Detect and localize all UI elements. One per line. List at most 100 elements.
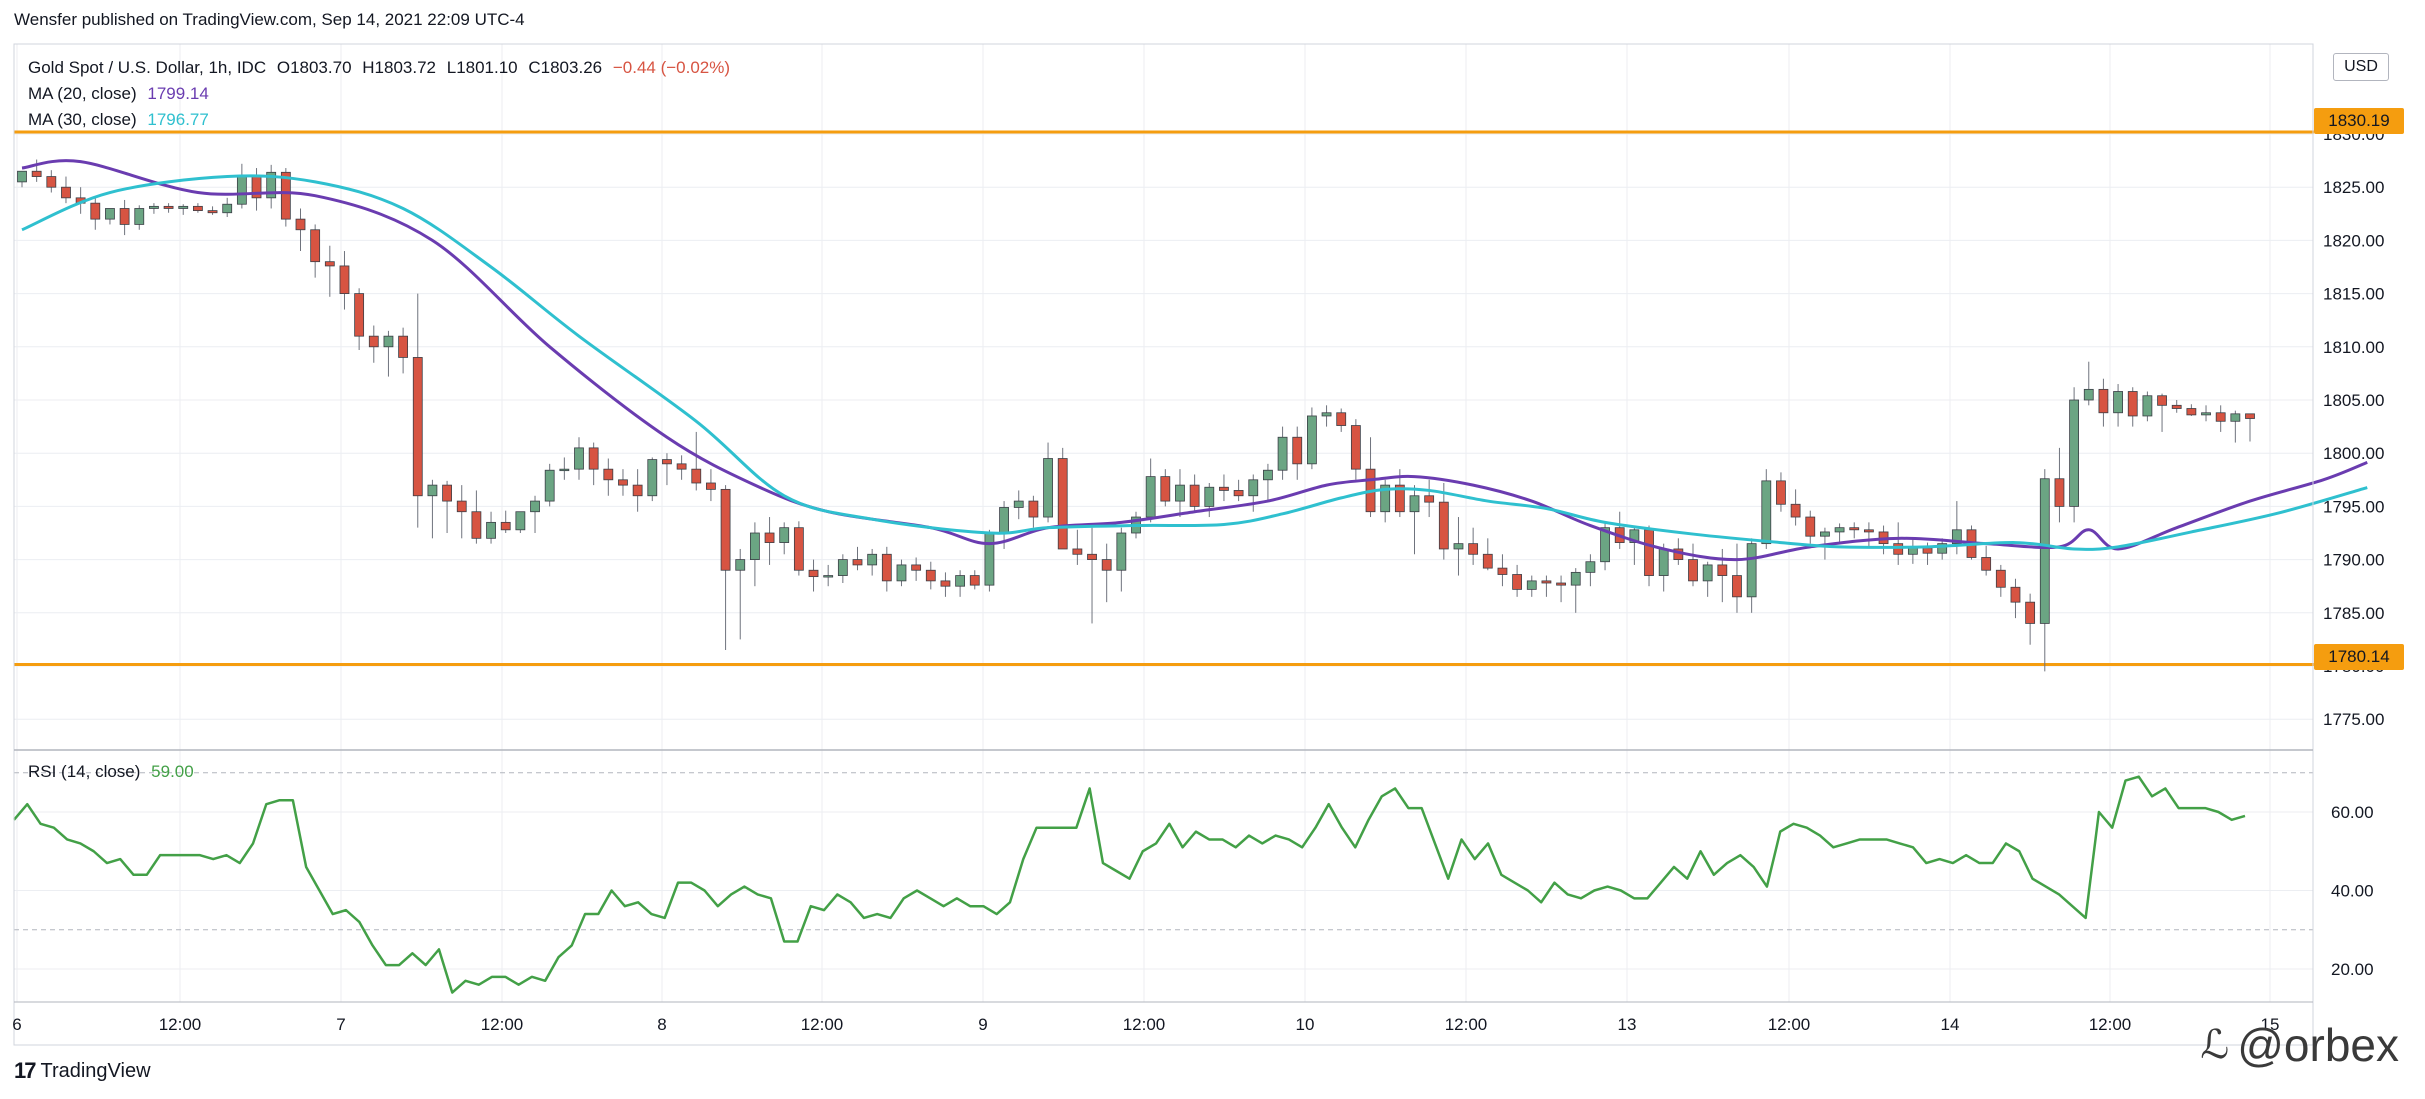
candle-body xyxy=(2083,388,2094,401)
candle-body xyxy=(559,468,570,472)
candle xyxy=(1790,489,1801,526)
candle-body xyxy=(1057,458,1068,550)
ma30-label: MA (30, close) xyxy=(28,110,137,129)
time-tick-label: 12:00 xyxy=(1445,1015,1488,1034)
candle-body xyxy=(1526,580,1537,590)
candle-body xyxy=(442,484,452,502)
time-tick-label: 12:00 xyxy=(481,1015,524,1034)
legend-symbol: Gold Spot / U.S. Dollar, 1h, IDC xyxy=(28,58,267,77)
tradingview-logo[interactable]: 17 TradingView xyxy=(14,1058,151,1084)
candle-body xyxy=(310,229,321,263)
candle-body xyxy=(1277,436,1288,471)
candle xyxy=(1761,469,1772,549)
candle-body xyxy=(1028,500,1039,518)
rsi-value: 59.00 xyxy=(151,762,194,781)
candle-body xyxy=(1732,575,1742,598)
candle-body xyxy=(163,205,174,209)
candle-body xyxy=(1805,516,1816,537)
candle xyxy=(251,168,262,211)
candle-body xyxy=(1776,480,1786,505)
candle-body xyxy=(1863,529,1874,533)
candle xyxy=(1702,561,1713,597)
candle xyxy=(1277,426,1288,480)
legend-close: C1803.26 xyxy=(528,58,603,77)
candle-body xyxy=(969,575,980,586)
ma20-label: MA (20, close) xyxy=(28,84,137,103)
candle-body xyxy=(867,553,878,566)
candle xyxy=(793,521,804,576)
currency-button[interactable]: USD xyxy=(2333,53,2389,81)
candle-body xyxy=(1995,569,2006,588)
candle-body xyxy=(1160,476,1171,502)
candle-body xyxy=(896,564,907,582)
tradingview-brand: TradingView xyxy=(40,1059,151,1082)
candle xyxy=(735,548,746,640)
candle-body xyxy=(266,171,277,199)
upper-level-label: 1830.19 xyxy=(2314,108,2404,134)
candle-body xyxy=(808,569,819,578)
candle-body xyxy=(1541,580,1552,584)
candle-body xyxy=(793,527,804,571)
plot-frame xyxy=(13,43,2314,1046)
candle xyxy=(398,327,409,374)
candle-body xyxy=(1292,436,1303,465)
candle-body xyxy=(984,532,995,586)
candle xyxy=(2215,405,2226,432)
candle xyxy=(691,431,702,491)
candle-body xyxy=(2186,408,2197,416)
rsi-label: RSI (14, close) xyxy=(28,762,141,781)
rsi-tick-label: 60.00 xyxy=(2331,803,2374,822)
candle xyxy=(1541,575,1552,597)
candle-body xyxy=(735,559,746,571)
axes: 1775.001780.001785.001790.001795.001800.… xyxy=(12,43,2384,1046)
candle xyxy=(1321,405,1332,427)
candle xyxy=(911,557,922,581)
rsi-tick-label: 40.00 xyxy=(2331,882,2374,901)
candle xyxy=(1057,447,1068,550)
candle xyxy=(1482,538,1493,571)
candle-body xyxy=(339,265,350,295)
candle xyxy=(867,548,878,576)
price-tick-label: 1815.00 xyxy=(2323,285,2384,304)
candle-body xyxy=(1438,501,1449,550)
legend-high: H1803.72 xyxy=(362,58,436,77)
candle xyxy=(1629,527,1640,565)
candle xyxy=(471,490,482,544)
candle-body xyxy=(2215,412,2226,422)
price-tick-label: 1810.00 xyxy=(2323,338,2384,357)
candle xyxy=(1438,482,1449,560)
candle-body xyxy=(2245,413,2255,419)
candle xyxy=(61,176,71,204)
ma30-line xyxy=(21,174,2368,551)
candle xyxy=(2069,387,2080,523)
candle-body xyxy=(603,468,614,481)
candle xyxy=(969,570,980,590)
candle-body xyxy=(1688,559,1698,582)
candle-body xyxy=(837,559,848,576)
candle-body xyxy=(1834,527,1845,533)
time-tick-label: 13 xyxy=(1618,1015,1637,1034)
candle-body xyxy=(1585,561,1596,573)
candle-body xyxy=(1248,479,1259,497)
candle xyxy=(2010,578,2021,619)
candle xyxy=(1043,442,1053,523)
candle-body xyxy=(2010,586,2021,603)
candle xyxy=(662,453,672,486)
candle xyxy=(1145,458,1156,523)
candle xyxy=(1350,419,1361,480)
candle-body xyxy=(280,171,291,220)
candle-body xyxy=(2230,413,2241,422)
candle xyxy=(1585,554,1596,587)
candle-body xyxy=(1658,548,1669,576)
candle xyxy=(1072,529,1083,565)
candle-body xyxy=(1761,480,1772,545)
time-tick-label: 7 xyxy=(336,1015,345,1034)
candle-body xyxy=(1468,543,1479,555)
candle-body xyxy=(515,511,526,531)
candle xyxy=(236,163,247,209)
candle-body xyxy=(105,208,115,220)
candle xyxy=(1160,469,1171,507)
candle xyxy=(1248,474,1259,512)
candle-body xyxy=(955,575,966,587)
